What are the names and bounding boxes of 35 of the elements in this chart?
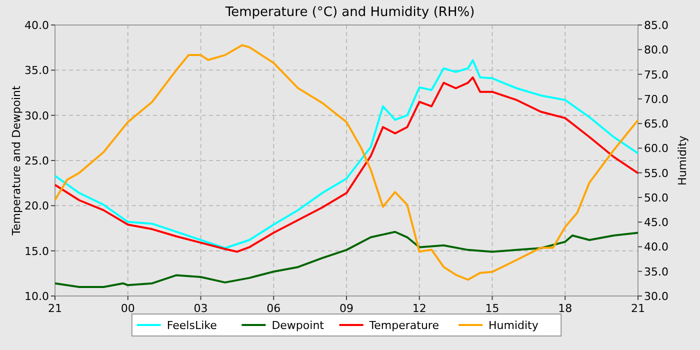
y-axis-title: Temperature and Dewpoint — [10, 84, 23, 236]
y2-tick-label: 40.0 — [644, 240, 668, 254]
x-tick-label: 18 — [558, 302, 572, 315]
y2-tick-label: 80.0 — [644, 44, 668, 57]
legend-label: FeelsLike — [166, 319, 218, 332]
x-tick-label: 09 — [340, 302, 354, 315]
y-tick-label: 15.0 — [24, 244, 49, 258]
y-tick-label: 40.0 — [24, 19, 49, 32]
legend-label: Dewpoint — [272, 319, 325, 332]
x-tick-label: 03 — [194, 302, 208, 315]
y2-tick-label: 75.0 — [644, 68, 668, 82]
y-tick-label: 30.0 — [24, 109, 49, 122]
x-tick-label: 21 — [48, 302, 62, 315]
y-tick-label: 10.0 — [24, 290, 49, 303]
legend-label: Humidity — [488, 319, 539, 332]
y2-axis-title: Humidity — [676, 135, 689, 186]
x-tick-label: 12 — [412, 302, 426, 315]
x-tick-label: 00 — [120, 302, 135, 315]
y-tick-label: 35.0 — [24, 64, 49, 78]
y2-tick-label: 60.0 — [644, 142, 668, 156]
x-tick-label: 06 — [266, 302, 281, 315]
legend-label: Temperature — [368, 319, 440, 332]
y2-tick-label: 35.0 — [644, 265, 668, 278]
chart-title: Temperature (°C) and Humidity (RH%) — [224, 5, 475, 20]
y2-tick-label: 30.0 — [644, 290, 668, 303]
y2-tick-label: 85.0 — [644, 19, 668, 32]
y2-tick-label: 65.0 — [644, 118, 668, 131]
y2-tick-label: 70.0 — [644, 92, 668, 106]
y-tick-label: 25.0 — [24, 154, 49, 168]
y2-tick-label: 50.0 — [644, 191, 668, 204]
y2-tick-label: 45.0 — [644, 216, 668, 230]
x-tick-label: 15 — [485, 302, 500, 315]
y2-tick-label: 55.0 — [644, 166, 668, 180]
y-tick-label: 20.0 — [24, 200, 49, 213]
x-tick-label: 21 — [631, 302, 645, 315]
